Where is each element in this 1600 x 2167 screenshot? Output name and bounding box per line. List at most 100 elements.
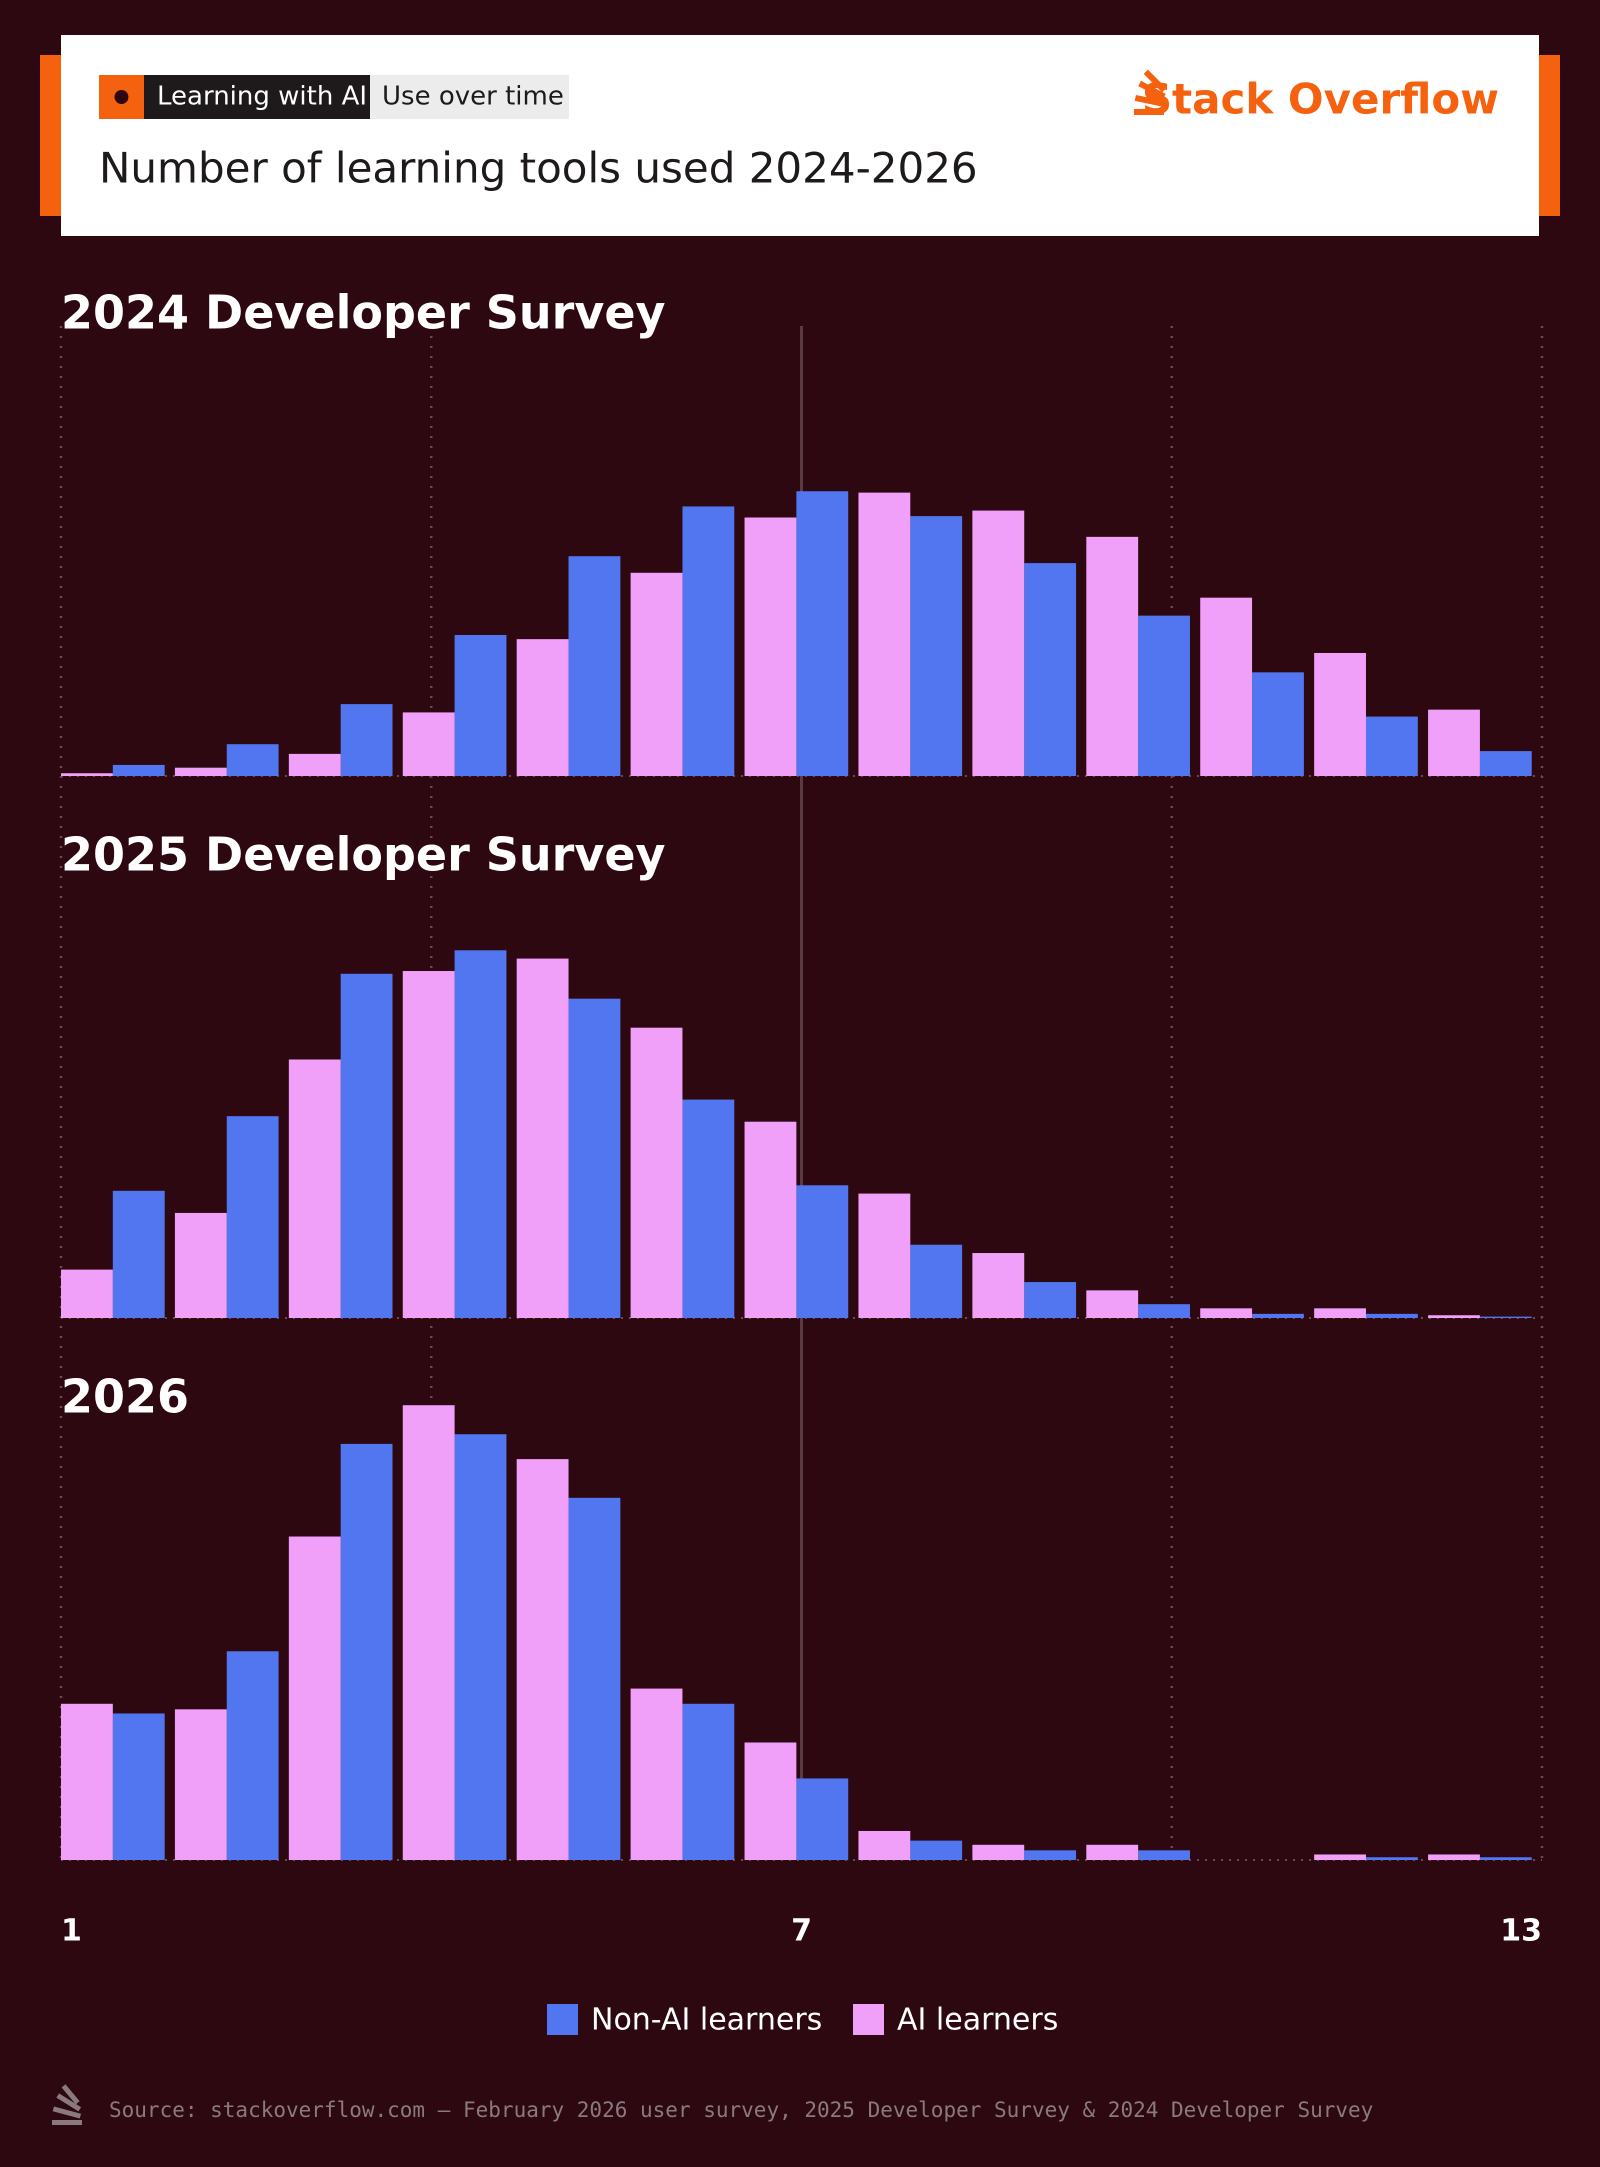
source: Source: stackoverflow.com – February 202… <box>109 2098 1373 2122</box>
bar <box>61 1269 113 1318</box>
bar <box>858 492 911 776</box>
bar <box>226 1116 279 1318</box>
bar <box>1252 672 1304 776</box>
bar <box>1138 1850 1190 1860</box>
bar <box>796 1778 849 1860</box>
bar <box>402 712 455 776</box>
legend-swatch <box>853 2004 884 2035</box>
bar <box>1365 716 1418 776</box>
bar <box>568 998 621 1318</box>
bar <box>744 1742 797 1860</box>
tag-label: Use over time <box>382 82 564 112</box>
bar <box>1252 1313 1304 1318</box>
bar <box>1365 1857 1418 1860</box>
bar <box>516 1459 569 1860</box>
bar <box>796 491 849 776</box>
x-tick-label: 1 <box>61 1914 82 1949</box>
bar <box>744 517 797 776</box>
bar <box>1479 1316 1532 1318</box>
bar <box>288 753 341 776</box>
bar <box>630 1027 683 1318</box>
bar <box>910 516 963 776</box>
panel-title: 2024 Developer Survey <box>61 286 666 340</box>
bar <box>1365 1313 1418 1318</box>
bar <box>454 950 507 1318</box>
bar <box>1024 1850 1077 1860</box>
bar <box>516 639 569 776</box>
bar <box>682 1703 735 1860</box>
bar <box>112 764 165 776</box>
bar <box>682 1099 735 1318</box>
bar <box>1314 1854 1366 1860</box>
bar <box>516 958 569 1318</box>
panel-title: 2026 <box>61 1370 189 1424</box>
bar <box>630 1688 683 1860</box>
bar <box>340 973 393 1318</box>
bar <box>568 556 621 776</box>
bar <box>972 1844 1025 1860</box>
legend-swatch <box>547 2004 578 2035</box>
bar <box>1200 597 1253 776</box>
bar <box>402 1405 455 1860</box>
bar <box>796 1185 849 1318</box>
bar <box>174 767 227 776</box>
bar <box>630 572 683 776</box>
bar <box>1086 1290 1139 1318</box>
bar <box>340 1443 393 1860</box>
bar <box>61 773 113 776</box>
bar <box>1086 536 1139 776</box>
logo-text: Stack Overflow <box>1142 75 1499 124</box>
bar <box>858 1193 911 1318</box>
tag-dot <box>114 90 129 104</box>
bar <box>174 1212 227 1318</box>
bar <box>61 1703 113 1860</box>
bar <box>112 1190 165 1318</box>
tag-light <box>370 75 569 119</box>
header-card <box>61 35 1539 236</box>
bar <box>1479 1857 1532 1860</box>
x-tick-label: 13 <box>1500 1914 1542 1949</box>
panel-title: 2025 Developer Survey <box>61 828 666 882</box>
bar <box>1314 652 1366 776</box>
bar <box>972 1253 1025 1318</box>
bar <box>1428 709 1480 776</box>
bar <box>1138 1304 1190 1318</box>
bar <box>340 704 393 776</box>
bar <box>288 1059 341 1318</box>
bar <box>744 1121 797 1318</box>
bar <box>454 635 507 776</box>
bar <box>1200 1308 1253 1318</box>
bar <box>682 506 735 776</box>
bar <box>1314 1308 1366 1318</box>
bar <box>1428 1854 1480 1860</box>
tag-dark <box>144 75 370 119</box>
bar <box>288 1536 341 1860</box>
tag-label: Learning with AI <box>157 82 367 112</box>
bar <box>402 971 455 1318</box>
bar <box>112 1713 165 1860</box>
bar <box>1024 563 1077 776</box>
bar <box>454 1434 507 1860</box>
source-icon <box>52 2084 82 2125</box>
bar <box>910 1244 963 1318</box>
logo-icon <box>1134 69 1167 115</box>
bar <box>1024 1282 1077 1318</box>
bar <box>1479 751 1532 776</box>
bar <box>910 1840 963 1860</box>
bar <box>1138 615 1190 776</box>
x-tick-label: 7 <box>791 1914 812 1949</box>
bar <box>1086 1844 1139 1860</box>
legend-label: AI learners <box>897 2003 1058 2038</box>
bar <box>226 744 279 776</box>
bar <box>568 1497 621 1860</box>
bar <box>972 510 1025 776</box>
header-title: Number of learning tools used 2024-2026 <box>99 144 978 193</box>
bar <box>174 1709 227 1860</box>
bar <box>858 1830 911 1860</box>
bar <box>1428 1315 1480 1318</box>
bar <box>226 1651 279 1860</box>
legend-label: Non-AI learners <box>591 2003 822 2038</box>
plot-area: 2024 Developer Survey 2025 Developer Surv… <box>59 286 1544 2038</box>
